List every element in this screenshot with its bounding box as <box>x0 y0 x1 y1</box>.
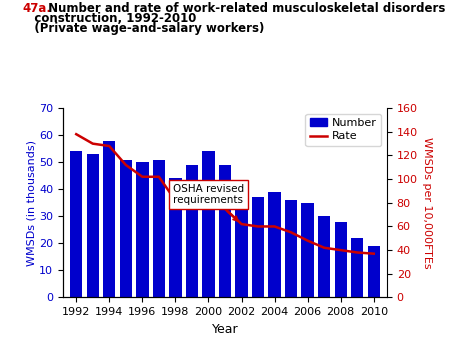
Bar <box>368 246 380 297</box>
Bar <box>186 165 198 297</box>
Text: Number and rate of work-related musculoskeletal disorders in: Number and rate of work-related musculos… <box>44 2 450 15</box>
Bar <box>219 165 231 297</box>
Y-axis label: WMSDs per 10,000FTEs: WMSDs per 10,000FTEs <box>422 137 432 269</box>
Bar <box>235 181 248 297</box>
Bar <box>86 154 99 297</box>
Bar <box>202 151 215 297</box>
Bar <box>136 162 148 297</box>
Bar <box>285 200 297 297</box>
Text: (Private wage-and-salary workers): (Private wage-and-salary workers) <box>22 22 265 35</box>
Bar <box>120 160 132 297</box>
Bar <box>302 203 314 297</box>
X-axis label: Year: Year <box>212 323 239 336</box>
Text: 47a.: 47a. <box>22 2 51 15</box>
Bar <box>334 222 347 297</box>
Y-axis label: WMSDs (in thousands): WMSDs (in thousands) <box>27 140 36 266</box>
Legend: Number, Rate: Number, Rate <box>306 114 382 146</box>
Bar <box>103 141 116 297</box>
Bar <box>70 151 82 297</box>
Bar <box>153 160 165 297</box>
Text: construction, 1992-2010: construction, 1992-2010 <box>22 12 197 25</box>
Bar <box>268 192 281 297</box>
Bar <box>252 197 264 297</box>
Bar <box>351 238 364 297</box>
Text: OSHA revised
requirements: OSHA revised requirements <box>173 184 244 221</box>
Bar <box>169 178 182 297</box>
Bar <box>318 216 330 297</box>
